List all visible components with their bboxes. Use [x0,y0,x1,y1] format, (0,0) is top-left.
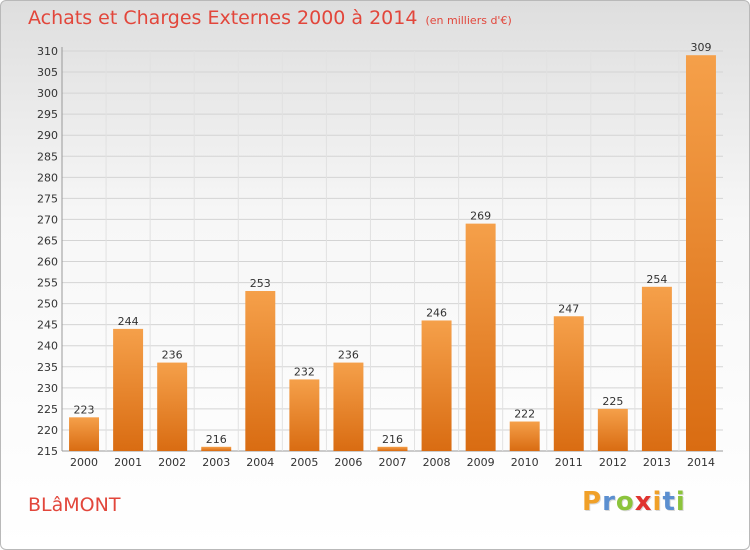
logo-letter: i [675,487,686,517]
bar-2014 [685,55,716,452]
y-tick-label: 305 [37,66,58,79]
bars [69,55,716,452]
x-tick-label: 2009 [467,456,495,469]
bar-2000 [69,417,100,451]
bar-2012 [597,408,628,451]
logo-letter: r [602,487,616,517]
bar-2001 [113,328,144,451]
y-tick-label: 230 [37,382,58,395]
value-label: 232 [294,365,315,378]
logo-letter: i [652,487,663,517]
y-tick-label: 270 [37,213,58,226]
y-tick-label: 300 [37,87,58,100]
logo-letter: x [634,487,653,517]
value-label: 244 [118,315,139,328]
y-tick-label: 265 [37,234,58,247]
bar-2008 [421,320,452,451]
x-tick-label: 2002 [158,456,186,469]
value-label: 236 [338,349,359,362]
y-tick-label: 255 [37,277,58,290]
y-tick-label: 250 [37,298,58,311]
value-label: 253 [250,277,271,290]
y-tick-label: 225 [37,403,58,416]
y-tick-label: 290 [37,129,58,142]
value-label: 225 [602,395,623,408]
city-name: BLâMONT [28,494,121,516]
y-tick-label: 240 [37,340,58,353]
bar-2013 [641,286,672,451]
x-tick-label: 2010 [511,456,539,469]
y-tick-label: 280 [37,171,58,184]
x-tick-label: 2011 [555,456,583,469]
x-tick-label: 2013 [643,456,671,469]
value-label: 223 [74,403,95,416]
logo-letter: o [615,487,635,517]
bar-2010 [509,421,540,451]
y-tick-label: 235 [37,361,58,374]
bar-2005 [289,379,320,451]
y-tick-label: 220 [37,424,58,437]
proxiti-logo: Proxiti [582,487,686,517]
y-tick-label: 275 [37,192,58,205]
bar-2011 [553,316,584,451]
y-tick-label: 215 [37,445,58,458]
value-label: 216 [206,433,227,446]
value-label: 269 [470,210,491,223]
bar-2003 [201,446,232,451]
x-tick-label: 2003 [202,456,230,469]
bar-2006 [333,362,364,451]
x-tick-label: 2001 [114,456,142,469]
chart-title-block: Achats et Charges Externes 2000 à 2014 (e… [28,7,512,29]
value-label: 216 [382,433,403,446]
value-label: 222 [514,408,535,421]
bar-2009 [465,223,496,451]
y-tick-label: 245 [37,319,58,332]
chart-title: Achats et Charges Externes 2000 à 2014 [28,7,418,29]
x-tick-label: 2005 [290,456,318,469]
logo-letter: t [662,487,676,517]
x-tick-label: 2014 [687,456,715,469]
bar-2007 [377,446,408,451]
labels: 215 220 225 230 235 240 245 250 255 260 265 270 275 2… [37,41,715,469]
logo-letter: P [582,487,603,517]
value-label: 236 [162,349,183,362]
x-tick-label: 2008 [423,456,451,469]
x-tick-label: 2000 [70,456,98,469]
chart-subtitle: (en milliers d'€) [425,14,512,27]
y-tick-label: 295 [37,108,58,121]
value-label: 254 [646,273,667,286]
y-tick-label: 285 [37,150,58,163]
bar-2004 [245,291,276,451]
value-label: 247 [558,302,579,315]
x-tick-label: 2006 [334,456,362,469]
value-label: 309 [690,41,711,54]
value-label: 246 [426,306,447,319]
y-tick-label: 260 [37,256,58,269]
x-tick-label: 2012 [599,456,627,469]
y-tick-label: 310 [37,45,58,58]
x-tick-label: 2004 [246,456,274,469]
x-tick-label: 2007 [379,456,407,469]
bar-2002 [157,362,188,451]
